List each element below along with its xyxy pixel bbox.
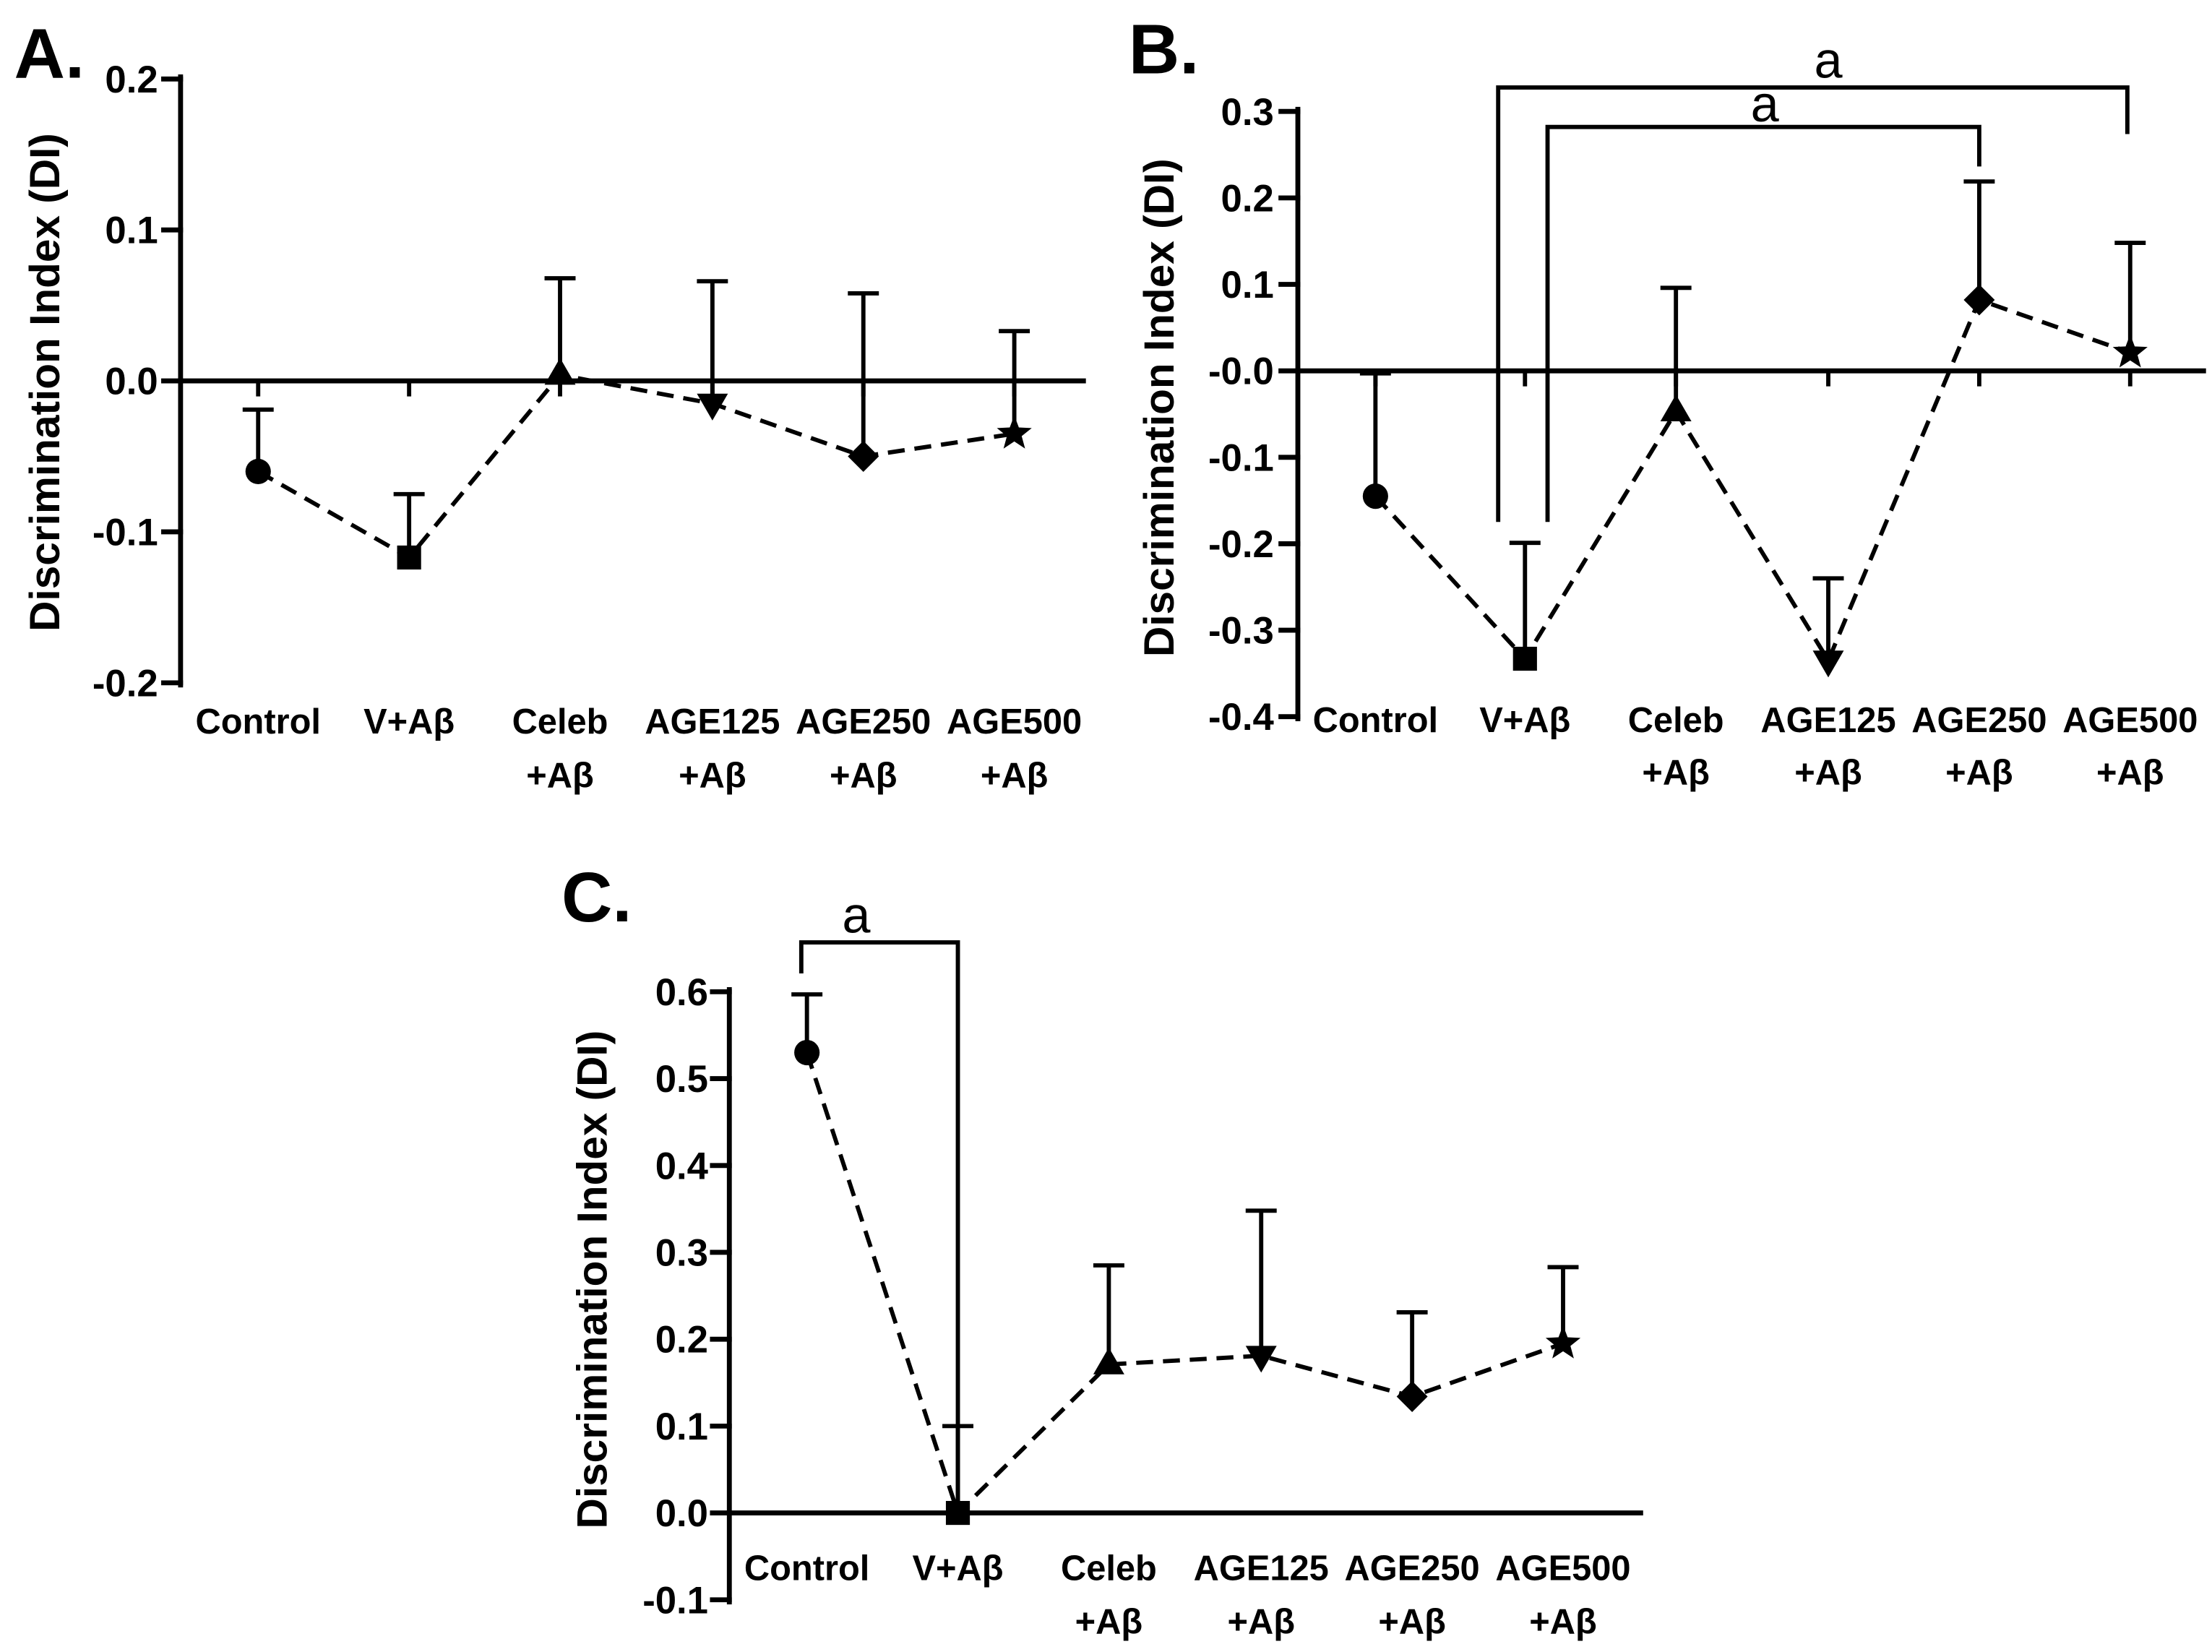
y-tick-label: 0.3	[655, 1232, 708, 1275]
y-tick-label: 0.3	[1221, 91, 1274, 134]
category-label: AGE125	[645, 702, 780, 741]
data-point-square	[397, 545, 421, 570]
data-point-square	[1512, 646, 1537, 671]
series-line	[257, 372, 1015, 561]
category-label: V+Aβ	[363, 702, 455, 741]
category-label: Celeb	[1628, 701, 1724, 740]
y-tick-label: -0.3	[1208, 610, 1274, 653]
category-label: +Aβ	[679, 756, 746, 795]
category-label: AGE500	[1495, 1549, 1630, 1588]
data-point-triangle-down	[1245, 1346, 1277, 1373]
y-tick-label: -0.1	[1208, 436, 1274, 479]
y-tick-label: 0.4	[655, 1145, 709, 1187]
category-label: Control	[196, 702, 321, 741]
error-bar	[1245, 1208, 1277, 1356]
data-point-triangle-up	[1093, 1347, 1124, 1374]
category-label: +Aβ	[830, 756, 898, 795]
significance-bracket	[799, 940, 960, 1513]
data-point-star	[1545, 1325, 1581, 1359]
data-point-star	[2112, 334, 2148, 368]
significance-label: a	[842, 886, 871, 943]
category-label: +Aβ	[1378, 1603, 1446, 1642]
data-point-triangle-up	[1660, 394, 1692, 422]
error-bar	[1660, 285, 1692, 412]
y-tick-label: 0.0	[655, 1492, 708, 1535]
category-label: +Aβ	[1227, 1603, 1295, 1642]
category-label: AGE500	[947, 702, 1082, 741]
category-label: +Aβ	[1529, 1603, 1597, 1642]
data-point-triangle-down	[1812, 650, 1844, 678]
y-tick-label: -0.1	[92, 512, 158, 554]
category-label: Control	[1313, 701, 1438, 740]
panel-a: A. 0.2 0.1 0.0 -0.1 -0.2 Discrimination Index …	[14, 14, 1086, 795]
error-bar	[1509, 541, 1541, 659]
category-label: +Aβ	[1794, 753, 1862, 792]
panel-c: C. 0.6 0.5 0.4 0.3 0.2 0.1 0.0 -0.1 Discriminatio…	[561, 858, 1643, 1642]
y-tick-label: -0.4	[1208, 696, 1274, 739]
category-label: AGE250	[1345, 1549, 1480, 1588]
y-tick-label: 0.6	[655, 971, 708, 1014]
significance-bracket	[1545, 124, 1981, 522]
error-bar	[1812, 576, 1844, 661]
error-bar	[697, 279, 728, 404]
category-label: Control	[744, 1549, 869, 1588]
y-tick-label: 0.5	[655, 1058, 708, 1101]
significance-label: a	[1814, 31, 1843, 88]
series-line	[804, 1051, 1564, 1517]
category-label: +Aβ	[526, 756, 594, 795]
y-tick-label: -0.0	[1208, 350, 1274, 393]
data-point-diamond	[848, 441, 879, 473]
category-label: AGE250	[796, 702, 931, 741]
category-label: AGE500	[2062, 701, 2198, 740]
category-label: Celeb	[512, 702, 608, 741]
y-tick-label: 0.0	[105, 361, 158, 403]
y-axis-label: Discrimination Index (DI)	[1136, 158, 1183, 657]
data-point-circle	[794, 1039, 820, 1066]
category-label: +Aβ	[1945, 753, 2013, 792]
category-label: V+Aβ	[912, 1549, 1003, 1588]
y-tick-label: -0.2	[1208, 523, 1274, 566]
category-label: +Aβ	[2096, 753, 2164, 792]
data-point-triangle-down	[697, 393, 728, 421]
y-axis-label: Discrimination Index (DI)	[569, 1031, 616, 1529]
panel-label: C.	[561, 858, 632, 937]
data-point-star	[997, 415, 1032, 449]
y-tick-label: 0.1	[1221, 264, 1274, 306]
category-label: AGE250	[1911, 701, 2047, 740]
category-label: +Aβ	[1642, 753, 1710, 792]
data-point-diamond	[1963, 284, 1995, 316]
category-label: V+Aβ	[1479, 701, 1570, 740]
y-axis-label: Discrimination Index (DI)	[22, 133, 69, 632]
significance-bracket	[1496, 85, 2130, 522]
error-bar	[1359, 371, 1391, 496]
error-bar	[1963, 179, 1995, 301]
category-label: +Aβ	[1075, 1603, 1143, 1642]
y-tick-label: 0.2	[655, 1319, 708, 1361]
data-point-circle	[245, 458, 271, 484]
error-bar	[848, 291, 879, 457]
y-tick-label: 0.2	[105, 59, 158, 101]
category-label: +Aβ	[981, 756, 1049, 795]
significance-label: a	[1751, 75, 1780, 132]
data-point-diamond	[1396, 1381, 1428, 1412]
data-point-circle	[1362, 483, 1388, 509]
y-tick-label: 0.1	[105, 210, 158, 252]
y-tick-label: -0.2	[92, 662, 158, 705]
series-line	[1374, 297, 2131, 666]
panel-label: B.	[1129, 10, 1200, 89]
category-label: Celeb	[1061, 1549, 1157, 1588]
data-point-triangle-up	[544, 358, 576, 385]
panel-b: B. 0.3 0.2 0.1 -0.0 -0.1 -0.2 -0.3 -0.4 Discrimin…	[1129, 10, 2206, 792]
y-tick-label: 0.2	[1221, 177, 1274, 220]
y-tick-label: -0.1	[642, 1579, 708, 1622]
y-tick-label: 0.1	[655, 1406, 708, 1448]
panel-label: A.	[14, 14, 85, 93]
category-label: AGE125	[1194, 1549, 1329, 1588]
category-label: AGE125	[1760, 701, 1895, 740]
